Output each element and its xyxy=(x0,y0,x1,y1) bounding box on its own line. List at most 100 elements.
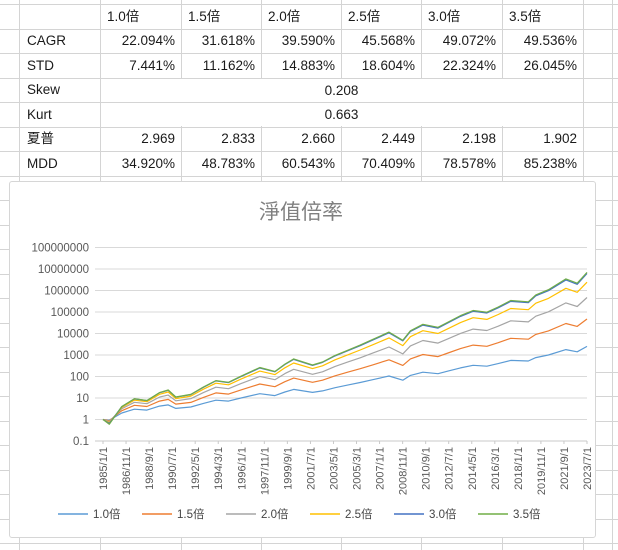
x-axis-tick-label: 1986/11/1 xyxy=(121,447,133,495)
legend-item[interactable]: 1.0倍 xyxy=(58,507,121,521)
legend-item[interactable]: 3.5倍 xyxy=(478,507,541,521)
sheet-gridline-h xyxy=(0,175,618,177)
x-axis-tick-label: 2021/9/1 xyxy=(559,447,571,490)
x-axis-tick-label: 1999/9/1 xyxy=(282,447,294,490)
chart-gridlines xyxy=(95,247,587,442)
chart-series-line-3.5倍 xyxy=(102,271,588,425)
legend-item[interactable]: 3.0倍 xyxy=(394,507,457,521)
table-cell[interactable]: 45.568% xyxy=(361,33,415,48)
table-row-label[interactable]: 夏普 xyxy=(27,131,54,146)
y-axis-tick-label: 10 xyxy=(76,393,89,405)
table-row-label[interactable]: CAGR xyxy=(27,33,67,48)
table-cell[interactable]: 2.833 xyxy=(221,131,255,146)
table-col-header[interactable]: 3.0倍 xyxy=(428,8,461,24)
table-cell[interactable]: 34.920% xyxy=(121,155,175,171)
chart-series-line-2.0倍 xyxy=(102,297,588,423)
sheet-gridline-h xyxy=(0,4,618,5)
y-axis-labels: 0.1 1 10 100 1000 10000 100000 1000000 10000000 1… xyxy=(31,243,89,449)
table-cell[interactable]: 49.536% xyxy=(523,33,577,48)
x-axis-labels: 1985/1/1 1986/11/1 1988/9/1 1990/7/1 1992/5/… xyxy=(98,441,594,495)
x-axis-tick-label: 1994/3/1 xyxy=(213,447,225,490)
x-axis-tick-label: 2003/5/1 xyxy=(328,447,340,490)
sheet-gridline-h xyxy=(0,28,618,30)
chart-canvas: 0.1 1 10 100 1000 10000 100000 1000000 10000000 1… xyxy=(31,201,594,521)
x-axis-tick-label: 2008/11/1 xyxy=(398,447,410,495)
table-cell[interactable]: 26.045% xyxy=(523,57,577,73)
legend-item[interactable]: 2.0倍 xyxy=(226,507,289,521)
chart-legend: 1.0倍 1.5倍 2.0倍 2.5倍 3.0倍 3.5倍 xyxy=(58,507,541,521)
table-cell[interactable]: 2.198 xyxy=(462,131,496,146)
chart-title: 淨值倍率 xyxy=(259,201,343,224)
x-axis-tick-label: 2016/3/1 xyxy=(490,447,502,490)
sheet-gridline-h xyxy=(0,53,618,54)
table-row-label[interactable]: Kurt xyxy=(27,106,52,122)
x-axis-tick-label: 2018/1/1 xyxy=(513,447,525,490)
table-cell[interactable]: 11.162% xyxy=(202,57,255,73)
table-cell[interactable]: 18.604% xyxy=(361,57,415,73)
table-row-label[interactable]: MDD xyxy=(27,155,58,171)
table-cell[interactable]: 39.590% xyxy=(281,33,335,48)
table-cell[interactable]: 60.543% xyxy=(281,155,335,171)
sheet-gridline-h xyxy=(0,543,618,544)
table-cell[interactable]: 2.660 xyxy=(301,131,335,146)
y-axis-tick-label: 1000000 xyxy=(44,286,89,298)
table-cell[interactable]: 31.618% xyxy=(201,33,255,48)
x-axis-tick-label: 1985/1/1 xyxy=(98,447,110,490)
x-axis-tick-label: 2019/11/1 xyxy=(536,447,548,495)
table-cell[interactable]: 7.441% xyxy=(129,57,175,73)
table-cell[interactable]: 22.324% xyxy=(442,57,496,73)
x-axis-tick-label: 2001/7/1 xyxy=(305,447,317,490)
sheet-gridline-h xyxy=(0,126,618,128)
table-cell[interactable]: 49.072% xyxy=(442,33,496,48)
table-cell[interactable]: 48.783% xyxy=(201,155,255,171)
legend-label: 2.0倍 xyxy=(261,507,289,521)
table-row-label[interactable]: Skew xyxy=(27,82,61,97)
y-axis-tick-label: 10000 xyxy=(57,329,89,341)
x-axis-tick-label: 1992/5/1 xyxy=(190,447,202,490)
x-axis-tick-label: 2010/9/1 xyxy=(421,447,433,490)
table-merged-cell[interactable]: 0.663 xyxy=(101,103,582,126)
table-merged-cell[interactable]: 0.208 xyxy=(101,78,582,102)
x-axis-tick-label: 1996/1/1 xyxy=(236,447,248,490)
chart-series xyxy=(102,271,588,425)
x-axis-tick-label: 2012/7/1 xyxy=(444,447,456,490)
x-axis-tick-label: 1997/11/1 xyxy=(259,447,271,495)
y-axis-tick-label: 100000000 xyxy=(31,243,89,255)
chart-series-line-1.0倍 xyxy=(102,345,588,421)
legend-item[interactable]: 1.5倍 xyxy=(142,507,205,521)
table-cell[interactable]: 2.449 xyxy=(381,131,415,146)
table-col-header[interactable]: 2.5倍 xyxy=(348,8,381,24)
x-axis-tick-label: 2005/3/1 xyxy=(352,447,364,490)
table-col-header[interactable]: 2.0倍 xyxy=(268,8,301,24)
y-axis-tick-label: 10000000 xyxy=(38,264,89,276)
table-cell[interactable]: 70.409% xyxy=(361,155,415,171)
table-cell[interactable]: 85.238% xyxy=(523,155,577,171)
table-row-label[interactable]: STD xyxy=(27,57,54,73)
legend-item[interactable]: 2.5倍 xyxy=(310,507,373,521)
table-cell[interactable]: 14.883% xyxy=(281,57,335,73)
table-cell[interactable]: 22.094% xyxy=(121,33,175,48)
table-col-header[interactable]: 1.5倍 xyxy=(188,8,221,24)
x-axis-tick-label: 1990/7/1 xyxy=(167,447,179,490)
chart-series-line-2.5倍 xyxy=(102,281,588,424)
table-col-header[interactable]: 1.0倍 xyxy=(107,8,140,24)
legend-label: 2.5倍 xyxy=(345,507,373,521)
legend-label: 3.0倍 xyxy=(429,507,457,521)
legend-label: 3.5倍 xyxy=(513,507,541,521)
legend-label: 1.5倍 xyxy=(177,507,205,521)
x-axis-tick-label: 2023/7/1 xyxy=(582,447,593,490)
x-axis-tick-label: 2014/5/1 xyxy=(467,447,479,490)
legend-label: 1.0倍 xyxy=(93,507,121,521)
sheet-gridline-v xyxy=(612,0,613,550)
table-col-header[interactable]: 3.5倍 xyxy=(509,8,542,24)
x-axis-tick-label: 2007/1/1 xyxy=(375,447,387,490)
table-cell[interactable]: 1.902 xyxy=(543,131,577,146)
x-axis-tick-label: 1988/9/1 xyxy=(144,447,156,490)
y-axis-tick-label: 100000 xyxy=(51,307,89,319)
table-cell[interactable]: 78.578% xyxy=(442,155,496,171)
table-cell[interactable]: 2.969 xyxy=(141,131,175,146)
sheet-gridline-h xyxy=(0,102,618,103)
y-axis-tick-label: 1 xyxy=(83,415,89,427)
net-value-chart[interactable]: 0.1 1 10 100 1000 10000 100000 1000000 10000000 1… xyxy=(9,181,596,538)
y-axis-tick-label: 100 xyxy=(70,372,89,384)
